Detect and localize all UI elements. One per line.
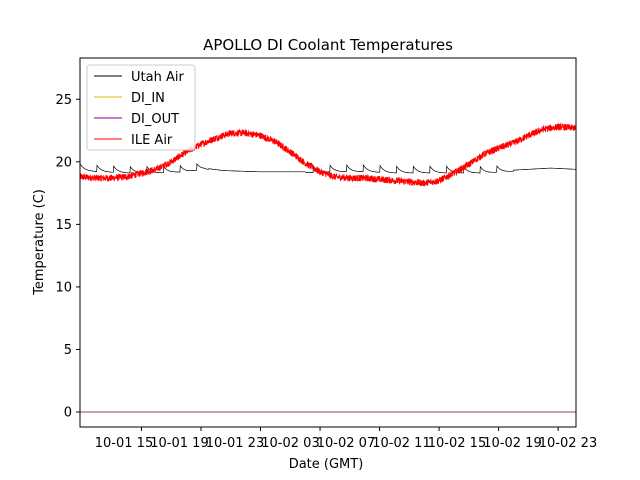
x-tick-label: 10-02 07 [317,436,375,451]
series-line-utah-air [79,162,576,174]
y-tick-label: 25 [55,93,72,108]
series-line-ile-air [79,122,577,187]
chart-title: APOLLO DI Coolant Temperatures [203,36,453,54]
y-tick-label: 10 [55,280,72,295]
x-tick-label: 10-02 15 [428,436,486,451]
x-tick-label: 10-01 15 [95,436,153,451]
x-tick-label: 10-02 11 [372,436,430,451]
y-axis-label: Temperature (C) [32,189,47,296]
y-tick-label: 20 [55,155,72,170]
legend-label: ILE Air [131,133,173,148]
y-tick-label: 15 [55,218,72,233]
plot-area [79,57,577,428]
x-tick-label: 10-01 19 [150,436,208,451]
y-tick-label: 5 [64,343,72,358]
x-axis-label: Date (GMT) [289,457,364,472]
plot-frame [79,57,577,428]
legend-label: DI_OUT [131,112,179,127]
legend-label: DI_IN [131,91,165,106]
legend-box [86,64,196,151]
x-tick-label: 10-02 23 [539,436,597,451]
series-layer [79,122,577,413]
x-tick-label: 10-02 19 [483,436,541,451]
legend: Utah Air DI_IN DI_OUT ILE Air [86,64,196,151]
y-axis: 0 5 10 15 20 25 [55,93,80,420]
x-tick-label: 10-01 23 [206,436,264,451]
y-tick-label: 0 [64,405,72,420]
x-tick-label: 10-02 03 [261,436,319,451]
legend-label: Utah Air [131,70,184,85]
